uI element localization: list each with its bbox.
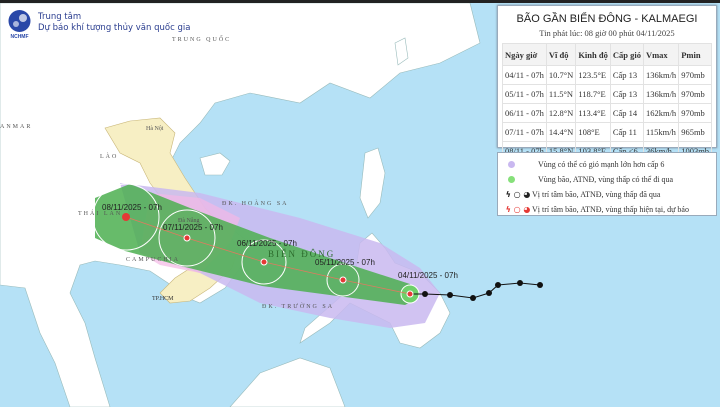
org-line-1: Trung tâm bbox=[38, 12, 82, 22]
storm-center-icon[interactable] bbox=[183, 234, 191, 242]
point-label-0611: 06/11/2025 - 07h bbox=[237, 239, 297, 248]
label-biendong: BIỂN ĐÔNG bbox=[268, 249, 335, 259]
table-cell: 14.4°N bbox=[545, 122, 577, 142]
table-cell: 05/11 - 07h bbox=[502, 84, 547, 104]
legend-item: Vùng bão, ATNĐ, vùng thấp có thể đi qua bbox=[498, 172, 716, 186]
issued-time: Tin phát lúc: 08 giờ 00 phút 04/11/2025 bbox=[539, 28, 675, 38]
column-header: Cấp gió bbox=[609, 43, 644, 66]
label-myanmar: ANMAR bbox=[0, 124, 32, 130]
storm-center-icon[interactable] bbox=[406, 290, 414, 298]
column-header: Pmin bbox=[678, 43, 713, 66]
table-row: 07/11 - 07h 14.4°N 108°E Cấp 11 115km/h 965mb bbox=[502, 122, 713, 142]
svg-text:NCHMF: NCHMF bbox=[10, 34, 28, 39]
zone-swatch-icon bbox=[498, 175, 538, 183]
forecast-radius-circle bbox=[326, 263, 360, 297]
past-position-icon bbox=[470, 295, 476, 301]
column-header: Ngày giờ bbox=[502, 43, 547, 66]
past-position-icon bbox=[447, 292, 453, 298]
table-cell: 123.5°E bbox=[575, 65, 611, 85]
forecast-radius-circle bbox=[158, 209, 216, 267]
label-hcm: TP.HCM bbox=[152, 296, 174, 302]
forecast-radius-circle bbox=[241, 239, 287, 285]
past-position-icon bbox=[422, 291, 428, 297]
past-position-icon bbox=[537, 282, 543, 288]
point-label-0511: 05/11/2025 - 07h bbox=[315, 258, 375, 267]
mainland-asia bbox=[0, 3, 481, 407]
storm-cone bbox=[95, 184, 418, 305]
table-cell: 113.4°E bbox=[575, 103, 611, 123]
borneo bbox=[229, 357, 346, 407]
label-thailand: THÁI LAN bbox=[78, 209, 122, 217]
map-canvas: TRUNG QUỐC ANMAR LÀO THÁI LAN CAMPUCHIA … bbox=[0, 3, 543, 407]
label-hoangsa: ĐK. HOÀNG SA bbox=[222, 199, 289, 207]
column-header: Vĩ độ bbox=[545, 43, 577, 66]
nchmf-logo: NCHMF bbox=[8, 10, 31, 39]
legend-text: Vùng có thể có gió mạnh lớn hơn cấp 6 bbox=[538, 159, 665, 169]
label-cambodia: CAMPUCHIA bbox=[126, 257, 180, 263]
point-label-0411: 04/11/2025 - 07h bbox=[398, 271, 458, 280]
label-hanoi: Hà Nội bbox=[146, 126, 164, 132]
table-cell: 11.5°N bbox=[545, 84, 577, 104]
past-position-icon bbox=[486, 290, 492, 296]
storm-symbols-icon: ϟ ○ ◕ bbox=[505, 204, 531, 214]
table-cell: 970mb bbox=[678, 84, 713, 104]
storm-title: BÃO GẦN BIỂN ĐÔNG - KALMAEGI bbox=[516, 13, 698, 25]
table-cell: 970mb bbox=[678, 65, 713, 85]
map-legend: Vùng có thể có gió mạnh lớn hơn cấp 6 Vùn… bbox=[497, 152, 717, 216]
table-row: 04/11 - 07h 10.7°N 123.5°E Cấp 13 136km/h 970… bbox=[502, 65, 713, 85]
table-cell: 06/11 - 07h bbox=[502, 103, 547, 123]
table-cell: Cấp 13 bbox=[609, 65, 644, 85]
forecast-table: Ngày giờ Vĩ độ Kinh độ Cấp gió Vmax Pmin 04/11… bbox=[502, 43, 713, 161]
org-line-2: Dự báo khí tượng thủy văn quốc gia bbox=[38, 23, 191, 33]
taiwan bbox=[394, 37, 409, 66]
legend-item: ϟ ○ ◕ Vị trí tâm bão, ATNĐ, vùng thấp đã … bbox=[498, 187, 716, 201]
table-cell: Cấp 14 bbox=[609, 103, 644, 123]
point-label-0711: 07/11/2025 - 07h bbox=[163, 223, 223, 232]
past-track-line bbox=[410, 282, 541, 299]
table-cell: 970mb bbox=[678, 103, 713, 123]
past-position-icon bbox=[517, 280, 523, 286]
table-cell: 162km/h bbox=[642, 103, 680, 123]
table-cell: Cấp 11 bbox=[609, 122, 644, 142]
legend-text: Vị trí tâm bão, ATNĐ, vùng thấp đã qua bbox=[532, 189, 661, 199]
legend-text: Vị trí tâm bão, ATNĐ, vùng thấp hiện tại… bbox=[532, 204, 689, 214]
zone-swatch-icon bbox=[498, 160, 538, 168]
table-cell: Cấp 13 bbox=[609, 84, 644, 104]
label-truongsa: ĐK. TRƯỜNG SA bbox=[262, 302, 334, 310]
organization-name: Trung tâm Dự báo khí tượng thủy văn quốc… bbox=[38, 12, 190, 34]
table-cell: 108°E bbox=[575, 122, 611, 142]
legend-text: Vùng bão, ATNĐ, vùng thấp có thể đi qua bbox=[538, 174, 674, 184]
label-danang: Đà Nẵng bbox=[178, 217, 200, 224]
table-cell: 136km/h bbox=[642, 65, 680, 85]
table-cell: 07/11 - 07h bbox=[502, 122, 547, 142]
past-position-icon bbox=[495, 282, 501, 288]
table-cell: 12.8°N bbox=[545, 103, 577, 123]
storm-center-icon[interactable] bbox=[260, 258, 268, 266]
hainan bbox=[199, 152, 231, 176]
label-china: TRUNG QUỐC bbox=[172, 35, 231, 43]
column-header: Vmax bbox=[642, 43, 680, 66]
table-cell: 965mb bbox=[678, 122, 713, 142]
low-pressure-icon[interactable] bbox=[122, 213, 130, 221]
table-cell: 10.7°N bbox=[545, 65, 577, 85]
column-header: Kinh độ bbox=[575, 43, 611, 66]
table-row: 06/11 - 07h 12.8°N 113.4°E Cấp 14 162km/h 970… bbox=[502, 103, 713, 123]
label-laos: LÀO bbox=[100, 152, 118, 160]
point-label-0811: 08/11/2025 - 07h bbox=[102, 203, 162, 212]
table-row: 05/11 - 07h 11.5°N 118.7°E Cấp 13 136km/h 970… bbox=[502, 84, 713, 104]
storm-info-panel: BÃO GẦN BIỂN ĐÔNG - KALMAEGI Tin phát lú… bbox=[497, 5, 717, 161]
legend-item: ϟ ○ ◕ Vị trí tâm bão, ATNĐ, vùng thấp hiệ… bbox=[498, 202, 716, 216]
storm-symbols-icon: ϟ ○ ◕ bbox=[505, 189, 531, 199]
storm-map: TRUNG QUỐC ANMAR LÀO THÁI LAN CAMPUCHIA … bbox=[0, 3, 720, 407]
table-cell: 04/11 - 07h bbox=[502, 65, 547, 85]
table-cell: 115km/h bbox=[642, 122, 680, 142]
storm-center-icon[interactable] bbox=[339, 276, 347, 284]
forecast-radius-circle bbox=[92, 183, 160, 251]
legend-item: Vùng có thể có gió mạnh lớn hơn cấp 6 bbox=[498, 157, 716, 171]
table-cell: 118.7°E bbox=[575, 84, 611, 104]
table-cell: 136km/h bbox=[642, 84, 680, 104]
